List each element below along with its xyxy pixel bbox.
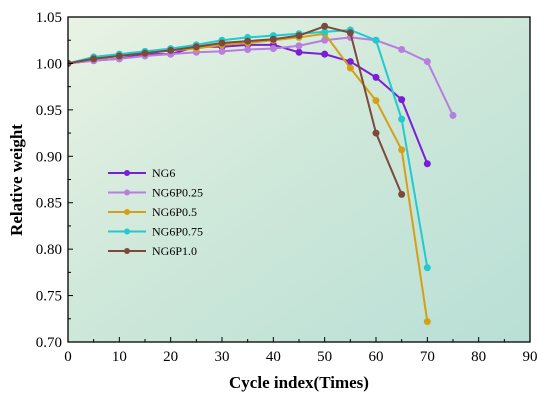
series-line-ng6p1-0 bbox=[68, 25, 403, 195]
x-tick-label: 0 bbox=[64, 349, 72, 365]
y-tick-label: 0.80 bbox=[36, 242, 62, 258]
data-point-ng6p0-5 bbox=[423, 318, 431, 326]
x-tick-label: 80 bbox=[471, 349, 486, 365]
y-tick-label: 0.70 bbox=[36, 335, 62, 351]
legend-label: NG6P0.5 bbox=[152, 205, 197, 219]
data-point-ng6p0-5 bbox=[372, 97, 380, 105]
x-axis-title: Cycle index(Times) bbox=[229, 373, 369, 392]
data-point-ng6p0-75 bbox=[423, 264, 431, 272]
data-point-ng6p0-25 bbox=[295, 42, 303, 50]
y-tick-label: 1.05 bbox=[36, 10, 62, 26]
y-tick-label: 0.95 bbox=[36, 103, 62, 119]
legend: NG6 NG6P0.25 NG6P0.5 NG6P0.75 NG6P1.0 bbox=[108, 166, 203, 258]
data-point-ng6p1-0 bbox=[192, 43, 200, 51]
x-tick-label: 40 bbox=[266, 349, 281, 365]
data-point-ng6 bbox=[398, 96, 406, 104]
x-tick-label: 20 bbox=[163, 349, 178, 365]
plot-background bbox=[68, 17, 530, 342]
data-point-ng6p1-0 bbox=[346, 29, 354, 37]
data-point-ng6p1-0 bbox=[295, 32, 303, 40]
data-point-ng6 bbox=[372, 73, 380, 81]
legend-label: NG6P0.75 bbox=[152, 225, 203, 239]
data-point-ng6p0-25 bbox=[423, 58, 431, 66]
series-line-ng6p0-25 bbox=[68, 36, 454, 116]
series-layer bbox=[68, 22, 457, 326]
y-tick-label: 0.75 bbox=[36, 289, 62, 305]
y-tick-label: 0.85 bbox=[36, 196, 62, 212]
data-point-ng6p0-25 bbox=[269, 45, 277, 53]
data-point-ng6p1-0 bbox=[269, 35, 277, 43]
x-tick-label: 50 bbox=[317, 349, 332, 365]
legend-label: NG6P0.25 bbox=[152, 186, 203, 200]
legend-swatch-marker bbox=[124, 228, 130, 235]
data-point-ng6p1-0 bbox=[398, 190, 406, 198]
x-axis: 0 10 20 30 40 50 60 70 80 90 bbox=[64, 337, 538, 365]
data-point-ng6p0-25 bbox=[244, 46, 252, 53]
data-point-ng6 bbox=[295, 48, 303, 56]
data-point-ng6p1-0 bbox=[115, 52, 123, 60]
y-tick-label: 0.90 bbox=[36, 149, 62, 165]
y-axis: 0.70 0.75 0.80 0.85 0.90 0.95 1.00 1.05 bbox=[36, 10, 73, 351]
x-tick-label: 70 bbox=[420, 349, 435, 365]
data-point-ng6p0-5 bbox=[398, 146, 406, 154]
x-tick-label: 10 bbox=[112, 349, 127, 365]
data-point-ng6p1-0 bbox=[218, 39, 226, 47]
x-tick-label: 30 bbox=[215, 349, 230, 365]
data-point-ng6p1-0 bbox=[372, 129, 380, 137]
data-point-ng6 bbox=[321, 50, 329, 58]
data-point-ng6p1-0 bbox=[141, 49, 149, 57]
x-tick-label: 60 bbox=[369, 349, 384, 365]
legend-swatch-marker bbox=[124, 189, 130, 196]
legend-label: NG6 bbox=[152, 166, 175, 180]
y-tick-label: 1.00 bbox=[36, 56, 62, 72]
legend-swatch-marker bbox=[124, 170, 130, 176]
data-point-ng6p1-0 bbox=[244, 37, 252, 45]
legend-label: NG6P1.0 bbox=[152, 244, 197, 258]
data-point-ng6p0-5 bbox=[346, 64, 354, 72]
data-point-ng6p0-75 bbox=[398, 115, 406, 123]
data-point-ng6p1-0 bbox=[321, 22, 329, 30]
x-tick-label: 90 bbox=[523, 349, 538, 365]
data-point-ng6p0-25 bbox=[449, 111, 457, 119]
y-axis-title: Relative weight bbox=[7, 124, 26, 236]
data-point-ng6 bbox=[423, 160, 431, 168]
data-point-ng6p1-0 bbox=[167, 46, 175, 54]
data-point-ng6p0-25 bbox=[398, 46, 406, 53]
legend-swatch-marker bbox=[124, 248, 130, 254]
data-point-ng6p0-25 bbox=[218, 47, 226, 55]
legend-swatch-marker bbox=[124, 209, 130, 215]
data-point-ng6p0-75 bbox=[372, 36, 380, 44]
data-point-ng6p1-0 bbox=[90, 55, 98, 63]
